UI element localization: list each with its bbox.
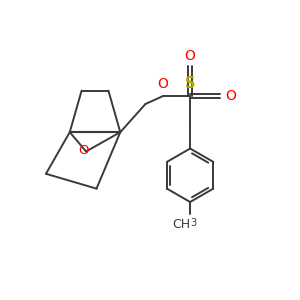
Text: O: O	[225, 89, 236, 103]
Text: CH: CH	[172, 218, 190, 231]
Text: O: O	[185, 49, 196, 63]
Text: O: O	[157, 76, 168, 91]
Text: 3: 3	[191, 218, 197, 228]
Text: O: O	[78, 143, 88, 157]
Text: S: S	[185, 76, 196, 91]
